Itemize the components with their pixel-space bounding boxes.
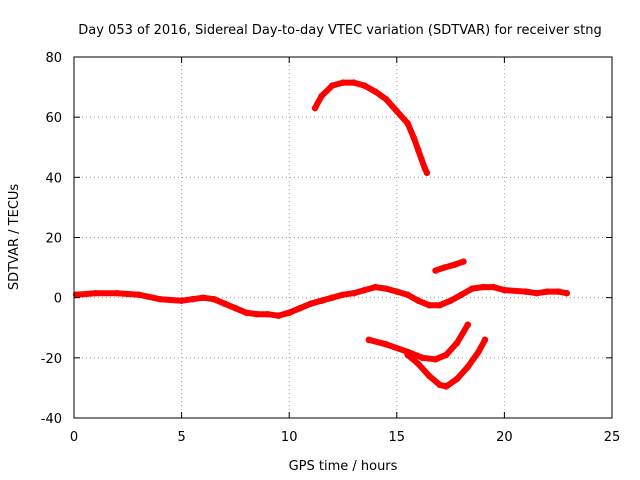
data-point bbox=[253, 311, 261, 318]
data-point bbox=[350, 79, 357, 86]
data-point bbox=[522, 288, 530, 295]
data-point bbox=[307, 300, 314, 307]
data-point bbox=[393, 108, 400, 115]
data-point bbox=[479, 283, 487, 291]
y-tick-label: -40 bbox=[41, 412, 62, 427]
data-point bbox=[464, 321, 471, 328]
x-tick-label: 0 bbox=[70, 430, 78, 445]
data-point bbox=[447, 297, 454, 304]
data-point bbox=[361, 82, 368, 89]
data-point bbox=[264, 311, 271, 318]
data-point bbox=[468, 285, 476, 292]
data-point bbox=[311, 104, 319, 112]
data-point bbox=[451, 261, 459, 268]
data-point bbox=[501, 286, 508, 294]
data-point bbox=[243, 309, 250, 316]
axis-ticks: 0 5 10 15 20 25 -40 -20 0 20 40 60 80 bbox=[41, 51, 621, 445]
y-tick-label: 0 bbox=[54, 292, 62, 307]
series-layer bbox=[73, 79, 570, 390]
data-point bbox=[339, 291, 347, 298]
data-point bbox=[458, 291, 465, 298]
data-point bbox=[453, 375, 461, 383]
data-point bbox=[475, 348, 482, 355]
data-point bbox=[415, 360, 422, 368]
data-point bbox=[382, 341, 390, 348]
data-point bbox=[393, 288, 400, 295]
data-point bbox=[419, 354, 426, 361]
data-point bbox=[544, 288, 551, 295]
data-point bbox=[533, 290, 540, 297]
x-tick-label: 25 bbox=[604, 430, 621, 445]
data-point bbox=[404, 291, 411, 298]
data-point bbox=[113, 290, 121, 297]
data-point bbox=[382, 95, 390, 103]
data-point bbox=[199, 294, 207, 301]
y-tick-label: 80 bbox=[45, 51, 62, 66]
data-point bbox=[329, 82, 336, 89]
data-point bbox=[275, 312, 282, 319]
series-line-arc-high bbox=[312, 79, 430, 176]
data-point bbox=[436, 381, 443, 389]
series-line-arc-small bbox=[432, 258, 467, 274]
data-point bbox=[436, 302, 443, 309]
data-point bbox=[372, 88, 379, 95]
data-point bbox=[135, 291, 142, 298]
data-point bbox=[415, 147, 422, 154]
data-point bbox=[425, 372, 433, 380]
x-tick-label: 20 bbox=[496, 430, 513, 445]
y-tick-label: 40 bbox=[45, 171, 62, 186]
data-point bbox=[555, 288, 562, 295]
x-tick-label: 5 bbox=[177, 430, 185, 445]
data-point bbox=[92, 290, 99, 297]
data-point bbox=[443, 383, 450, 390]
data-point bbox=[156, 296, 164, 303]
data-point bbox=[318, 297, 325, 304]
data-point bbox=[221, 300, 228, 307]
data-point bbox=[73, 291, 80, 298]
series-line-arc-neg1 bbox=[365, 321, 471, 363]
data-point bbox=[443, 351, 450, 358]
y-axis-label: SDTVAR / TECUs bbox=[7, 184, 22, 291]
x-axis-label: GPS time / hours bbox=[289, 459, 398, 474]
data-point bbox=[232, 305, 239, 312]
y-tick-label: -20 bbox=[41, 352, 62, 367]
data-point bbox=[563, 290, 570, 297]
data-point bbox=[329, 294, 336, 301]
data-point bbox=[178, 297, 185, 304]
data-point bbox=[339, 79, 347, 86]
data-point bbox=[361, 286, 368, 294]
data-point bbox=[432, 356, 439, 363]
grid bbox=[74, 57, 612, 418]
data-point bbox=[453, 339, 461, 346]
y-tick-label: 60 bbox=[45, 111, 62, 126]
data-point bbox=[404, 351, 411, 358]
chart-title: Day 053 of 2016, Sidereal Day-to-day VTE… bbox=[78, 23, 602, 38]
data-point bbox=[296, 305, 304, 312]
data-point bbox=[440, 264, 448, 271]
y-tick-label: 20 bbox=[45, 232, 62, 247]
data-point bbox=[410, 135, 418, 142]
data-point bbox=[372, 283, 379, 291]
data-point bbox=[350, 290, 357, 297]
data-point bbox=[432, 267, 439, 274]
x-tick-label: 15 bbox=[389, 430, 406, 445]
data-point bbox=[404, 120, 411, 127]
data-point bbox=[382, 285, 390, 292]
data-point bbox=[286, 309, 293, 316]
x-tick-label: 10 bbox=[281, 430, 298, 445]
data-point bbox=[415, 297, 422, 304]
data-point bbox=[210, 296, 218, 303]
data-point bbox=[365, 336, 372, 343]
data-point bbox=[460, 258, 467, 265]
data-point bbox=[490, 283, 497, 291]
data-point bbox=[189, 296, 196, 303]
data-point bbox=[423, 169, 431, 176]
data-point bbox=[481, 336, 489, 343]
data-point bbox=[425, 302, 433, 309]
data-point bbox=[318, 92, 325, 100]
data-point bbox=[464, 363, 471, 371]
